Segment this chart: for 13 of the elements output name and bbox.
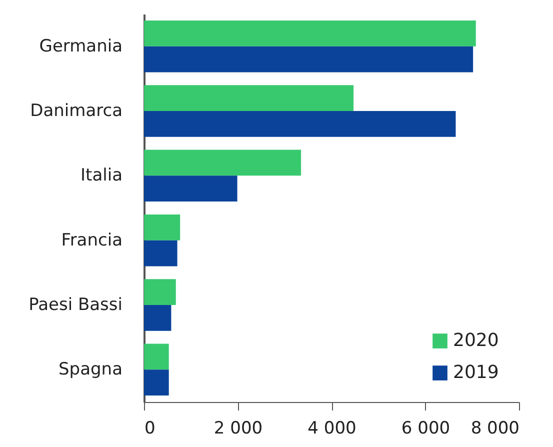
y-tick-label: Italia [80, 166, 122, 186]
y-tick-label: Francia [61, 230, 122, 250]
y-tick-label: Germania [39, 36, 122, 56]
y-tick-label: Spagna [58, 360, 122, 380]
x-tick-label: 4 000 [308, 418, 356, 438]
legend-label: 2020 [453, 330, 499, 351]
y-tick-label: Paesi Bassi [28, 295, 122, 315]
x-tick-label: 6 000 [401, 418, 450, 438]
x-tick-label: 8 000 [470, 418, 520, 438]
x-tick-label: 0 [144, 418, 156, 438]
y-tick-label: Danimarca [30, 101, 122, 121]
legend-label: 2019 [453, 362, 499, 383]
x-tick-label: 2 000 [214, 418, 263, 438]
